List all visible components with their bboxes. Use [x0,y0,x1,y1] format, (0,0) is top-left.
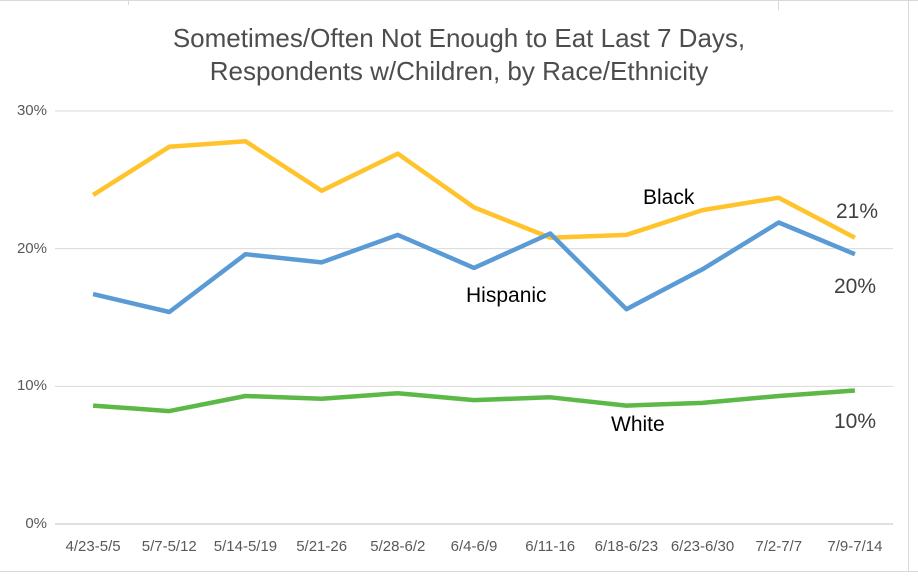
x-axis-label: 5/28-6/2 [370,538,426,555]
cell-gridline-right [908,0,909,572]
chart-title-line2: Respondents w/Children, by Race/Ethnicit… [209,56,709,86]
series-label-black: Black [643,186,695,209]
y-axis-label: 30% [16,102,47,119]
cell-gridline-bottom [0,571,918,572]
y-axis-label: 0% [25,515,47,532]
cell-gridline-column-stub [778,0,779,10]
x-axis-label: 5/21-26 [296,538,348,555]
series-label-hispanic: Hispanic [466,284,547,307]
series-line-white[interactable] [92,388,856,414]
x-axis-label: 6/11-16 [525,538,576,555]
x-axis-label: 5/7-5/12 [141,538,197,555]
series-line-hispanic[interactable] [92,220,856,315]
x-axis-label: 6/4-6/9 [450,538,498,555]
cell-gridline-top [0,0,918,1]
y-axis-label: 10% [16,377,47,395]
series-label-white: White [611,413,665,436]
chart-title-line1: Sometimes/Often Not Enough to Eat Last 7… [172,23,746,53]
x-axis-label: 6/18-6/23 [594,538,659,555]
y-axis-label: 20% [16,239,47,257]
x-axis-label: 6/23-6/30 [670,538,735,555]
series-line-black[interactable] [91,139,856,240]
x-axis-label: 5/14-5/19 [213,538,278,555]
x-axis-label: 4/23-5/5 [65,538,121,555]
chart-title: Sometimes/Often Not Enough to Eat Last 7… [0,22,918,88]
cell-gridline-column-stub [128,0,129,5]
x-axis-label: 7/2-7/7 [755,538,803,555]
data-value-label: 21% [836,200,879,223]
data-value-label: 20% [834,275,877,298]
x-axis-label: 7/9-7/14 [827,538,883,555]
data-value-label: 10% [834,410,877,433]
